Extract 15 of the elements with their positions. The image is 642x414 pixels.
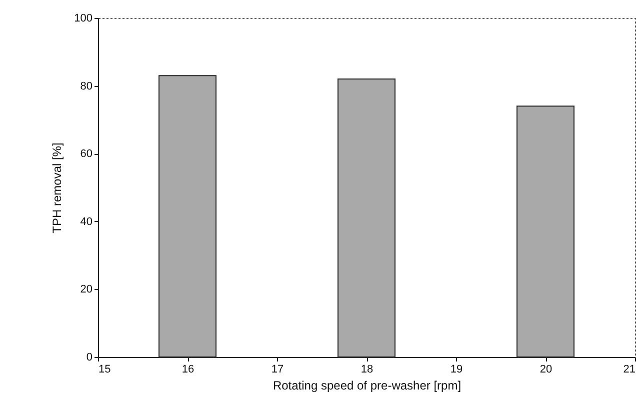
y-tick-label: 40 (80, 216, 92, 228)
x-tick-label: 19 (450, 364, 463, 376)
x-tick-label: 17 (271, 364, 284, 376)
y-tick-label: 80 (80, 80, 92, 92)
x-tick-label: 16 (182, 364, 194, 376)
x-axis-title: Rotating speed of pre-washer [rpm] (272, 378, 462, 392)
x-tick-label: 21 (623, 364, 636, 376)
y-tick-label: 100 (74, 12, 92, 24)
y-axis-title: TPH removal [%] (50, 142, 64, 234)
y-tick-label: 60 (80, 148, 92, 160)
x-tick-label: 18 (360, 364, 374, 376)
x-tick-label: 20 (540, 364, 552, 376)
y-tick-label: 0 (86, 352, 92, 364)
x-tick-label: 15 (98, 364, 111, 376)
y-tick-label: 20 (80, 284, 92, 296)
